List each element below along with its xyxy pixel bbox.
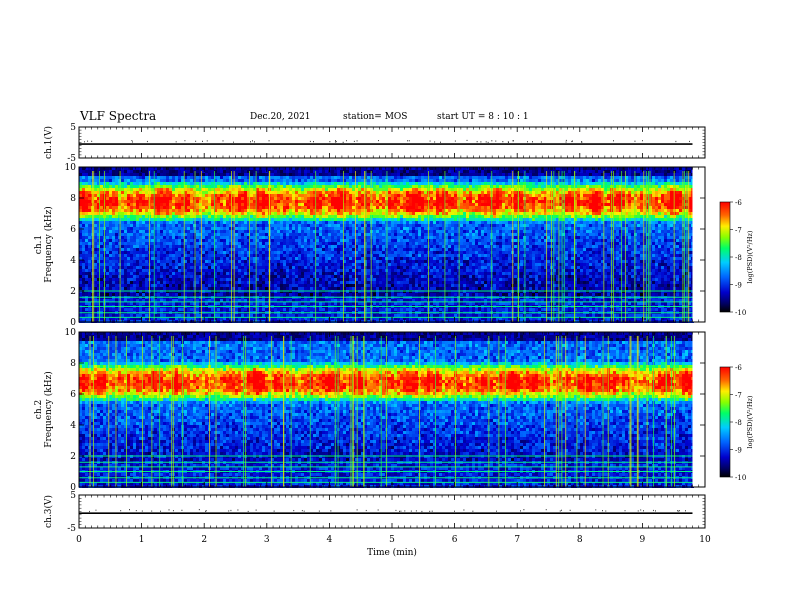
colorbar-tick-label: -9 bbox=[735, 282, 742, 290]
ch2-spectrogram bbox=[79, 332, 705, 488]
ch3v-ylabel: ch.3(V) bbox=[43, 495, 54, 528]
y-tick-label: 2 bbox=[70, 287, 76, 297]
y-tick-label: 6 bbox=[70, 225, 76, 235]
y-tick-label: -5 bbox=[67, 524, 76, 534]
ch1-colorbar bbox=[719, 201, 731, 313]
colorbar-tick-label: -6 bbox=[735, 199, 742, 207]
station-label: station= MOS bbox=[343, 112, 407, 122]
chart-title: VLF Spectra bbox=[80, 109, 156, 123]
colorbar-tick-label: -6 bbox=[735, 364, 742, 372]
colorbar-tick-label: -9 bbox=[735, 447, 742, 455]
y-tick-label: 10 bbox=[65, 328, 77, 338]
y-tick-label: 8 bbox=[70, 194, 76, 204]
colorbar-tick-label: -8 bbox=[735, 419, 742, 427]
y-tick-label: 4 bbox=[70, 256, 76, 266]
y-tick-label: 4 bbox=[70, 421, 76, 431]
ch1-colorbar-label: log(PSD)(V²/Hz) bbox=[746, 230, 754, 283]
colorbar-tick-label: -7 bbox=[735, 392, 742, 400]
y-tick-label: 6 bbox=[70, 390, 76, 400]
y-tick-label: 0 bbox=[70, 318, 76, 328]
ch1v-frame bbox=[78, 126, 706, 159]
y-tick-label: 2 bbox=[70, 452, 76, 462]
ylabel-channel: ch.1 bbox=[34, 235, 44, 254]
colorbar-tick-label: -10 bbox=[735, 309, 746, 317]
y-tick-label: 5 bbox=[70, 491, 76, 501]
ylabel-axis: Frequency (kHz) bbox=[43, 371, 54, 448]
ch2-colorbar-label: log(PSD)(V²/Hz) bbox=[746, 395, 754, 448]
ch1-spectrogram bbox=[79, 167, 705, 323]
x-tick-label: 1 bbox=[139, 535, 145, 545]
x-tick-label: 7 bbox=[514, 535, 520, 545]
x-tick-label: 9 bbox=[640, 535, 646, 545]
colorbar-tick-label: -8 bbox=[735, 254, 742, 262]
colorbar-tick-label: -7 bbox=[735, 227, 742, 235]
colorbar-tick-label: -10 bbox=[735, 474, 746, 482]
ylabel-channel: ch.2 bbox=[34, 400, 44, 419]
x-tick-label: 2 bbox=[201, 535, 207, 545]
x-tick-label: 0 bbox=[76, 535, 82, 545]
x-tick-label: 4 bbox=[327, 535, 333, 545]
no-data-region bbox=[692, 332, 705, 487]
ch1-ylabel: ch.1 Frequency (kHz) bbox=[34, 206, 54, 283]
x-tick-label: 3 bbox=[264, 535, 270, 545]
x-tick-label: 6 bbox=[452, 535, 458, 545]
no-data-region bbox=[692, 167, 705, 322]
y-tick-label: 10 bbox=[65, 163, 77, 173]
x-tick-label: 8 bbox=[577, 535, 583, 545]
y-tick-label: -5 bbox=[67, 154, 76, 164]
ylabel-axis: Frequency (kHz) bbox=[43, 206, 54, 283]
date-label: Dec.20, 2021 bbox=[250, 112, 311, 122]
start-time-label: start UT = 8 : 10 : 1 bbox=[437, 112, 529, 122]
y-tick-label: 0 bbox=[70, 483, 76, 493]
x-axis-label: Time (min) bbox=[367, 547, 417, 558]
y-tick-label: 8 bbox=[70, 359, 76, 369]
x-tick-label: 10 bbox=[699, 535, 711, 545]
ch2-colorbar bbox=[719, 366, 731, 478]
x-tick-label: 5 bbox=[389, 535, 395, 545]
ch1v-ylabel: ch.1(V) bbox=[43, 126, 54, 159]
ch2-ylabel: ch.2 Frequency (kHz) bbox=[34, 371, 54, 448]
y-tick-label: 5 bbox=[70, 123, 76, 133]
